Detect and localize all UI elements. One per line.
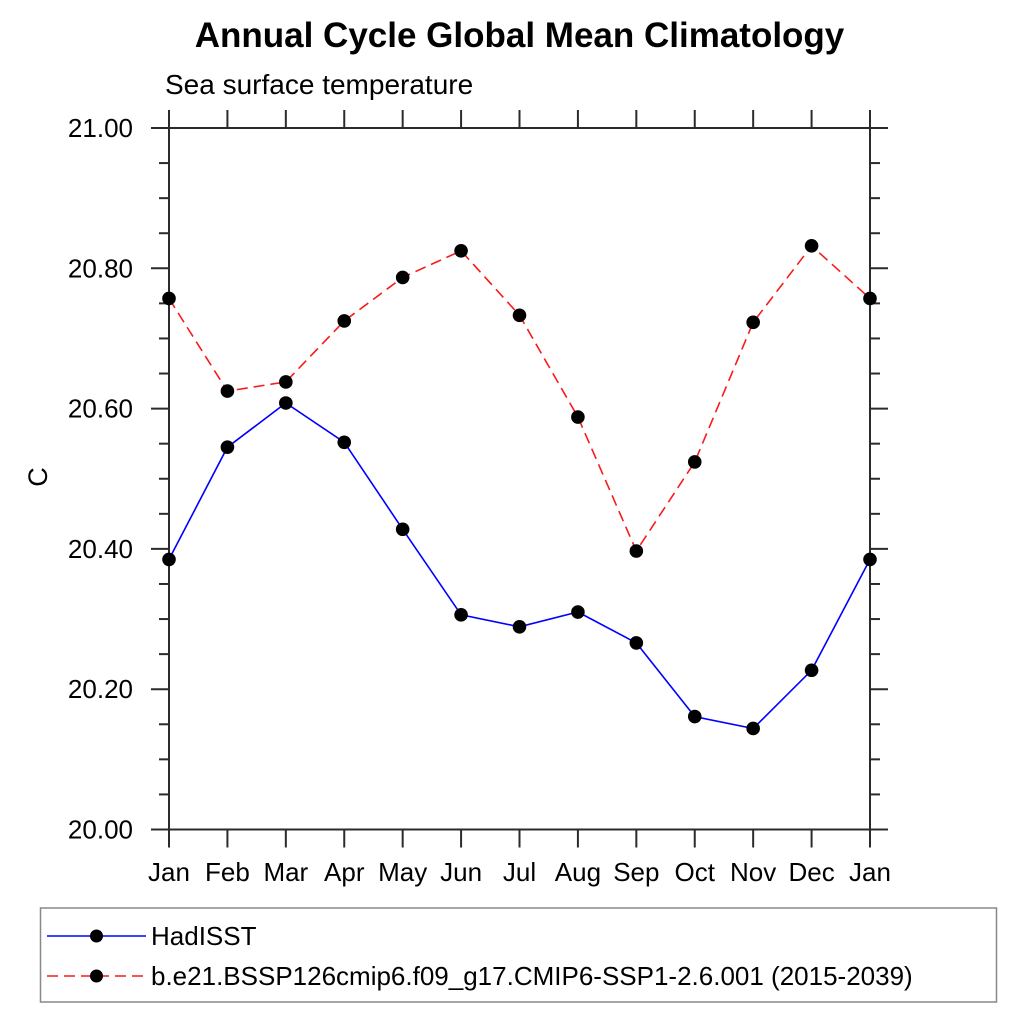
- x-tick-label: Apr: [324, 857, 365, 887]
- x-tick-label: Nov: [730, 857, 776, 887]
- x-tick-label: Feb: [205, 857, 250, 887]
- legend-entry: b.e21.BSSP126cmip6.f09_g17.CMIP6-SSP1-2.…: [47, 961, 913, 991]
- data-point-marker: [162, 291, 176, 306]
- data-point-marker: [571, 605, 585, 619]
- data-point-marker: [804, 239, 819, 253]
- data-point-marker: [571, 410, 585, 424]
- plot-area: Jan Feb Mar Apr May Jun Jul Aug Sep Oct Nov Dec Jan 2…: [68, 110, 891, 887]
- legend-box: [39, 907, 998, 1003]
- x-tick-label: Jul: [503, 857, 536, 887]
- data-point-marker: [629, 544, 644, 558]
- legend-label: b.e21.BSSP126cmip6.f09_g17.CMIP6-SSP1-2.…: [151, 961, 913, 991]
- legend: HadISST b.e21.BSSP126cmip6.f09_g17.CMIP6-…: [39, 907, 998, 1003]
- data-point-marker: [279, 396, 293, 410]
- series-line-solid: [168, 402, 871, 730]
- data-point-marker: [220, 440, 235, 454]
- data-point-marker: [687, 455, 702, 469]
- data-point-marker: [629, 636, 644, 650]
- x-tick-label: Aug: [555, 857, 601, 887]
- plot-frame: [168, 127, 871, 831]
- data-point-marker: [279, 375, 293, 389]
- data-point-marker: [337, 314, 352, 328]
- data-point-marker: [863, 552, 877, 567]
- y-tick-label: 20.80: [68, 253, 133, 283]
- x-tick-label: Dec: [788, 857, 834, 887]
- data-point-marker: [746, 315, 760, 330]
- x-tick-label: May: [378, 857, 427, 887]
- x-tick-label: Mar: [263, 857, 308, 887]
- legend-entry: HadISST: [47, 921, 257, 951]
- data-point-marker: [395, 270, 410, 285]
- x-tick-label: Jun: [440, 857, 482, 887]
- x-tick-label: Oct: [675, 857, 716, 887]
- legend-label: HadISST: [151, 921, 257, 951]
- chart-title: Annual Cycle Global Mean Climatology: [195, 16, 845, 55]
- chart-subtitle: Sea surface temperature: [165, 69, 473, 100]
- x-tick-label: Sep: [613, 857, 659, 887]
- x-tick-label: Jan: [849, 857, 891, 887]
- legend-marker: [90, 929, 103, 943]
- y-axis-label: C: [23, 467, 53, 487]
- x-tick-label: Jan: [148, 857, 190, 887]
- data-point-marker: [337, 435, 352, 450]
- y-tick-label: 20.40: [68, 534, 133, 564]
- series-line-dashed: [168, 244, 871, 553]
- y-tick-label: 20.20: [68, 674, 133, 704]
- y-tick-label: 21.00: [68, 113, 133, 143]
- data-point-marker: [804, 663, 819, 678]
- legend-marker: [90, 969, 103, 983]
- data-point-marker: [512, 308, 527, 323]
- data-point-marker: [454, 608, 468, 622]
- data-point-marker: [162, 552, 176, 567]
- data-point-marker: [220, 384, 235, 398]
- y-tick-label: 20.00: [68, 815, 133, 845]
- data-point-marker: [863, 291, 877, 306]
- data-point-marker: [454, 243, 468, 258]
- data-point-marker: [395, 522, 410, 537]
- data-point-marker: [687, 709, 702, 724]
- data-point-marker: [746, 721, 760, 736]
- y-tick-label: 20.60: [68, 394, 133, 424]
- data-point-marker: [512, 619, 527, 634]
